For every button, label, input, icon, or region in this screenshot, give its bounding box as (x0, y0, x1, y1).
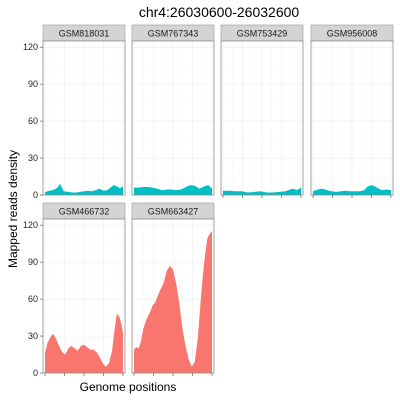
series-area-GSM818031 (45, 183, 123, 195)
facet-strip-label: GSM753429 (237, 29, 288, 39)
y-tick-label: 0 (33, 368, 38, 378)
facet-strip-label: GSM767343 (148, 29, 199, 39)
series-area-GSM663427 (134, 231, 212, 373)
series-area-GSM753429 (223, 187, 301, 195)
y-tick-label: 90 (28, 79, 38, 89)
facet-panels: GSM818031 0 30 60 90 120 GSM767343 GSM753429 GSM… (23, 24, 394, 378)
y-tick-label: 60 (28, 294, 38, 304)
y-tick-label: 120 (23, 42, 38, 52)
x-axis-title: Genome positions (80, 380, 177, 394)
y-axis-title: Mapped reads density (6, 150, 20, 268)
facet-strip-label: GSM956008 (327, 29, 378, 39)
chart-title: chr4:26030600-26032600 (139, 4, 300, 20)
facet-strip-label: GSM818031 (59, 29, 110, 39)
panel-border (131, 40, 215, 196)
y-tick-label: 30 (28, 153, 38, 163)
y-tick-label: 120 (23, 220, 38, 230)
facet-panel: GSM753429 (220, 24, 304, 198)
facet-strip-label: GSM466732 (59, 207, 110, 217)
y-tick-label: 60 (28, 116, 38, 126)
y-tick-label: 30 (28, 331, 38, 341)
facet-panel: GSM956008 (310, 24, 394, 198)
facet-panel: GSM466732 0 30 60 90 120 (23, 202, 126, 378)
series-area-GSM466732 (45, 313, 123, 373)
panel-border (42, 40, 126, 196)
facet-panel: GSM663427 (131, 202, 215, 376)
facet-panel: GSM818031 0 30 60 90 120 (23, 24, 126, 200)
series-area-GSM767343 (134, 185, 212, 195)
facet-panel: GSM767343 (131, 24, 215, 196)
y-tick-label: 90 (28, 257, 38, 267)
series-area-GSM956008 (313, 185, 391, 195)
facet-strip-label: GSM663427 (148, 207, 199, 217)
y-tick-label: 0 (33, 190, 38, 200)
